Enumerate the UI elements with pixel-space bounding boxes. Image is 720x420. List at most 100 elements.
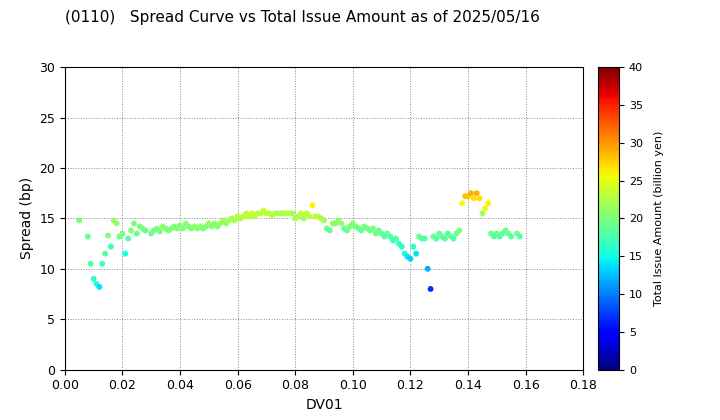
Point <box>82 233 94 240</box>
Point <box>373 227 384 234</box>
Point <box>356 227 367 234</box>
Point <box>275 210 287 217</box>
Point <box>258 207 269 214</box>
Point <box>336 220 347 227</box>
Point <box>264 210 275 217</box>
Point <box>428 233 439 240</box>
Point <box>284 210 295 217</box>
Point <box>310 213 321 220</box>
Point <box>255 210 266 217</box>
Y-axis label: Spread (bp): Spread (bp) <box>19 177 34 260</box>
Point <box>477 210 488 217</box>
Point <box>94 284 105 290</box>
Point <box>321 225 333 232</box>
Point <box>359 223 370 230</box>
Y-axis label: Total Issue Amount (billion yen): Total Issue Amount (billion yen) <box>654 131 664 306</box>
Point <box>465 190 477 197</box>
Point <box>445 233 456 240</box>
Point <box>382 230 393 237</box>
Point <box>338 225 350 232</box>
Point <box>137 225 148 232</box>
Point <box>99 250 111 257</box>
Point <box>180 220 192 227</box>
Point <box>474 195 485 202</box>
Point <box>186 225 197 232</box>
Point <box>157 223 168 230</box>
Point <box>223 217 235 224</box>
Point <box>160 225 171 232</box>
X-axis label: DV01: DV01 <box>305 398 343 412</box>
Point <box>387 237 399 244</box>
Point <box>367 225 379 232</box>
Point <box>292 213 304 220</box>
Point <box>174 222 186 229</box>
Point <box>117 230 128 237</box>
Point <box>333 217 344 224</box>
Point <box>439 235 451 242</box>
Point <box>183 223 194 230</box>
Point <box>278 210 289 217</box>
Point <box>448 235 459 242</box>
Point <box>376 230 387 237</box>
Point <box>128 220 140 227</box>
Point <box>226 215 238 222</box>
Point <box>390 235 402 242</box>
Point <box>217 217 229 224</box>
Point <box>396 243 408 250</box>
Point <box>347 220 359 227</box>
Point <box>327 220 338 227</box>
Point <box>364 227 376 234</box>
Point <box>405 255 416 262</box>
Point <box>408 243 419 250</box>
Point <box>301 210 312 217</box>
Point <box>220 220 232 227</box>
Point <box>203 220 215 227</box>
Point <box>246 210 258 217</box>
Point <box>240 210 252 217</box>
Point <box>456 200 468 207</box>
Point <box>238 213 249 220</box>
Point <box>287 210 298 217</box>
Point <box>243 213 255 220</box>
Point <box>140 227 151 234</box>
Point <box>330 220 341 227</box>
Point <box>422 265 433 272</box>
Point <box>454 227 465 234</box>
Point <box>419 235 431 242</box>
Point <box>88 276 99 282</box>
Point <box>416 235 428 242</box>
Point <box>399 250 410 257</box>
Point <box>266 212 278 219</box>
Point <box>269 210 281 217</box>
Point <box>200 223 212 230</box>
Point <box>491 230 503 237</box>
Point <box>341 227 353 234</box>
Point <box>433 230 445 237</box>
Point <box>91 281 102 287</box>
Point <box>503 230 514 237</box>
Point <box>232 213 243 220</box>
Point <box>252 210 264 217</box>
Point <box>120 250 131 257</box>
Point <box>442 230 454 237</box>
Point <box>298 215 310 222</box>
Point <box>324 227 336 234</box>
Point <box>229 217 240 224</box>
Point <box>431 235 442 242</box>
Point <box>212 223 223 230</box>
Point <box>73 217 85 224</box>
Point <box>154 228 166 235</box>
Point <box>177 225 189 232</box>
Point <box>189 223 200 230</box>
Point <box>318 217 330 224</box>
Point <box>500 227 511 234</box>
Point <box>114 233 125 240</box>
Point <box>425 286 436 292</box>
Point <box>111 220 122 227</box>
Point <box>312 213 324 220</box>
Point <box>145 230 157 237</box>
Point <box>353 225 364 232</box>
Point <box>249 213 261 220</box>
Point <box>451 230 462 237</box>
Point <box>96 260 108 267</box>
